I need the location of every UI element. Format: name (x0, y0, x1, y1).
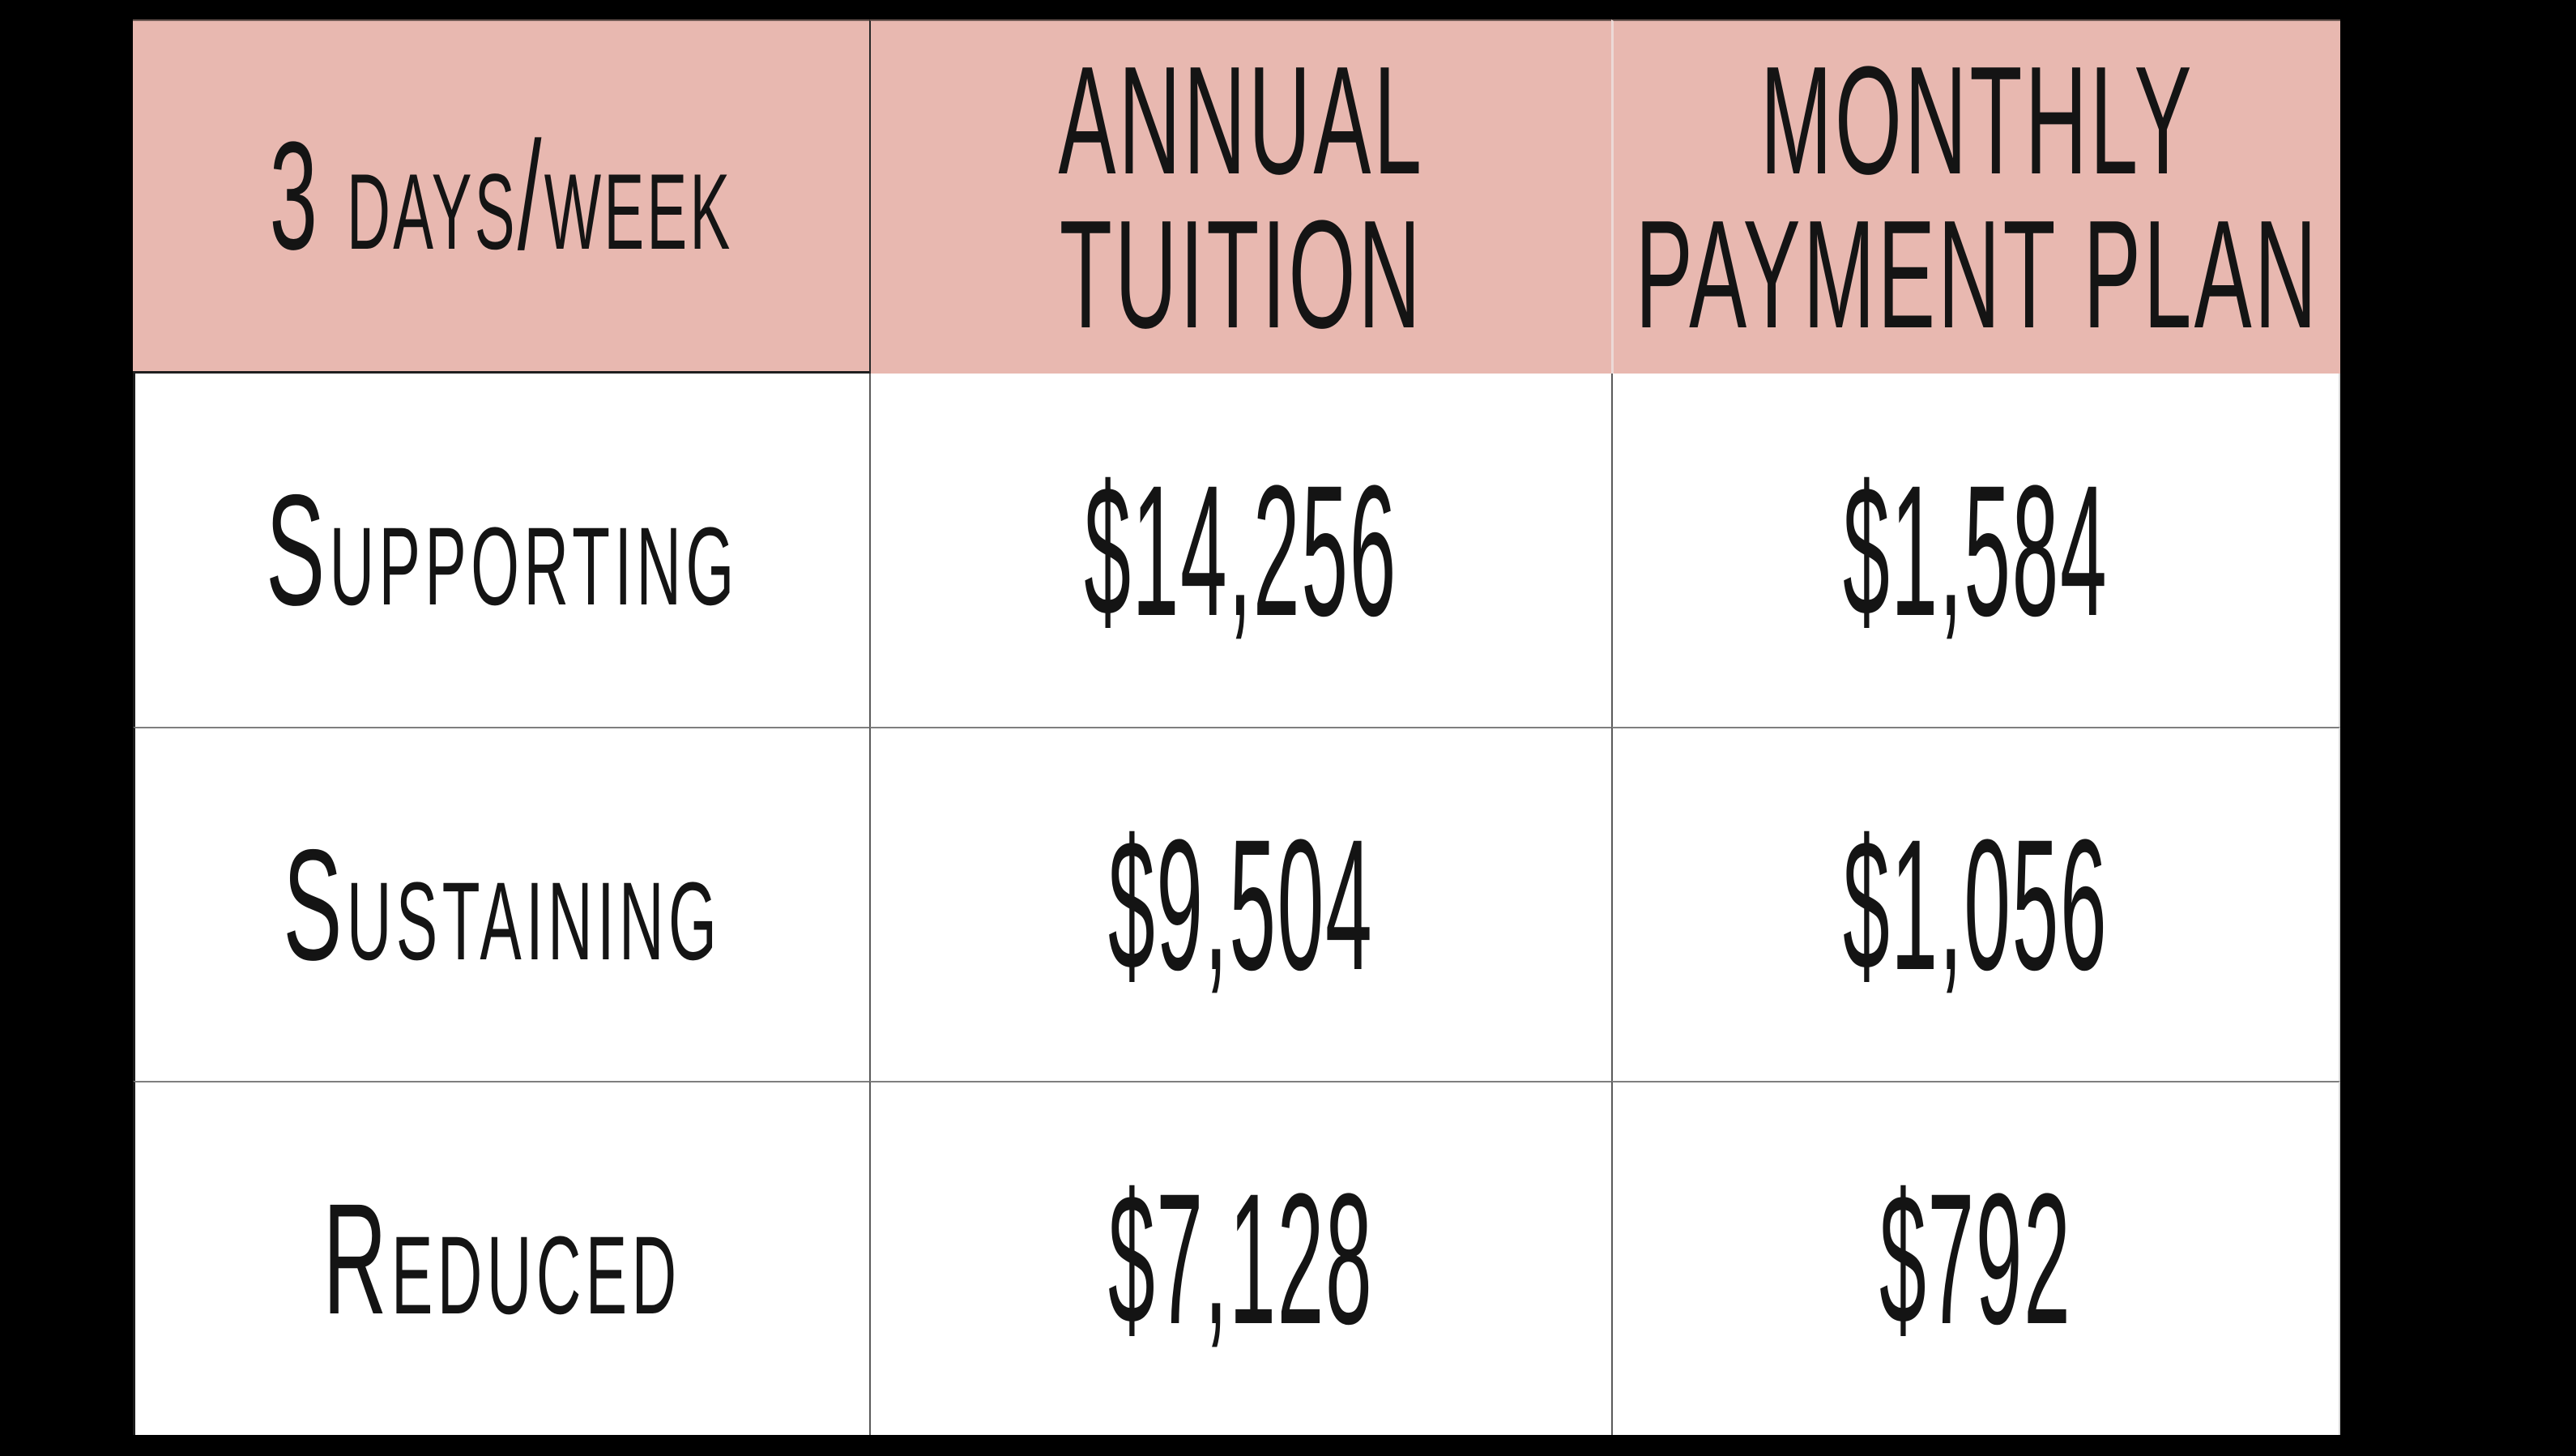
tier-label: Supporting (266, 462, 739, 638)
header-cell-monthly-payment-plan: MONTHLY PAYMENT PLAN (1611, 19, 2340, 374)
monthly-payment-value: $1,584 (1843, 446, 2109, 655)
annual-tuition-header-line1: ANNUAL (1058, 34, 1424, 207)
monthly-payment-value: $1,056 (1843, 801, 2109, 1009)
monthly-payment-cell: $792 (1611, 1081, 2340, 1435)
monthly-payment-header-line1: MONTHLY (1759, 34, 2194, 207)
header-cell-annual-tuition: ANNUAL TUITION (869, 19, 1611, 374)
annual-tuition-cell: $14,256 (869, 374, 1611, 727)
tier-cell: Sustaining (133, 727, 869, 1081)
schedule-header-label: 3 days/week (269, 110, 733, 282)
monthly-payment-cell: $1,584 (1611, 374, 2340, 727)
header-cell-schedule: 3 days/week (133, 19, 869, 374)
annual-tuition-value: $14,256 (1084, 446, 1398, 655)
annual-tuition-header-label: ANNUAL TUITION (1058, 44, 1424, 352)
monthly-payment-header-line2: PAYMENT PLAN (1635, 188, 2319, 361)
annual-tuition-value: $7,128 (1108, 1155, 1374, 1363)
annual-tuition-cell: $9,504 (869, 727, 1611, 1081)
tier-label: Sustaining (283, 816, 722, 993)
tier-label: Reduced (322, 1170, 682, 1347)
annual-tuition-cell: $7,128 (869, 1081, 1611, 1435)
monthly-payment-value: $792 (1879, 1155, 2072, 1363)
monthly-payment-cell: $1,056 (1611, 727, 2340, 1081)
monthly-payment-header-label: MONTHLY PAYMENT PLAN (1635, 44, 2318, 352)
tier-cell: Reduced (133, 1081, 869, 1435)
tier-cell: Supporting (133, 374, 869, 727)
annual-tuition-value: $9,504 (1108, 801, 1374, 1009)
tuition-table: 3 days/week ANNUAL TUITION MONTHLY PAYME… (133, 19, 2340, 1435)
annual-tuition-header-line2: TUITION (1059, 188, 1423, 361)
